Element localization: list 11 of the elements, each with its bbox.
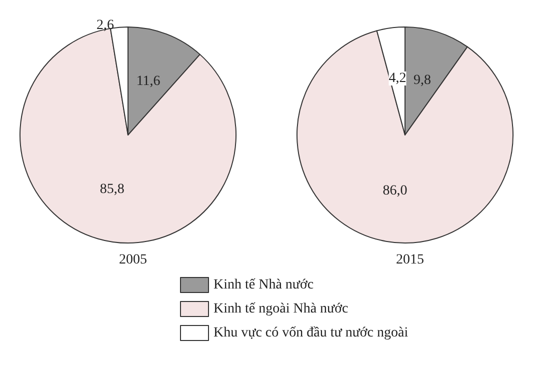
data-label: 86,0 (382, 184, 408, 199)
slice-label: 2005 (119, 252, 147, 268)
legend-label: Kinh tế ngoài Nhà nước (214, 302, 348, 316)
slice-label: 2015 (396, 252, 424, 268)
data-label: 2,6 (96, 18, 114, 33)
legend-label: Kinh tế Nhà nước (214, 278, 314, 292)
data-label: 85,8 (100, 182, 124, 198)
data-label: 4,2 (388, 70, 406, 86)
data-label: 9,8 (414, 73, 432, 88)
data-label: 11,6 (136, 74, 160, 90)
legend-label: Khu vực có vốn đầu tư nước ngoài (214, 326, 408, 340)
